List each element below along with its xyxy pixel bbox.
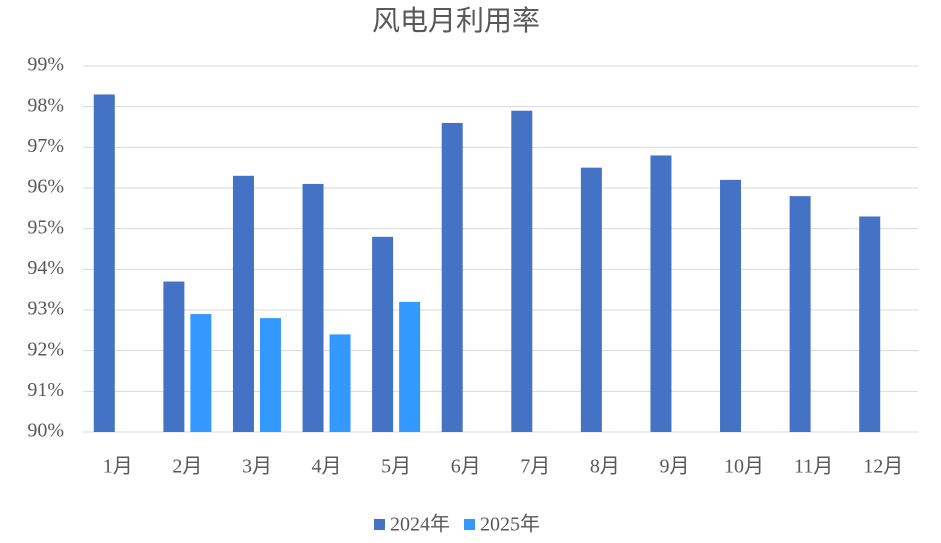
- legend-swatch: [374, 519, 385, 530]
- x-tick-label: 7月: [520, 456, 550, 478]
- x-tick-label: 10月: [724, 456, 764, 478]
- x-tick-label: 2月: [172, 456, 202, 478]
- y-tick-label: 97%: [27, 135, 64, 157]
- x-tick-label: 8月: [590, 456, 620, 478]
- bar: [232, 175, 254, 433]
- y-tick-label: 96%: [27, 176, 64, 198]
- y-tick-label: 95%: [27, 216, 64, 238]
- bar: [93, 94, 115, 432]
- bar: [720, 179, 742, 432]
- y-tick-label: 92%: [27, 338, 64, 360]
- x-tick-label: 12月: [863, 456, 903, 478]
- y-tick-label: 98%: [27, 94, 64, 116]
- bar: [511, 110, 533, 432]
- x-tick-label: 5月: [381, 456, 411, 478]
- y-tick-label: 94%: [27, 257, 64, 279]
- x-tick-label: 1月: [103, 456, 133, 478]
- bar: [163, 281, 185, 432]
- x-tick-label: 9月: [659, 456, 689, 478]
- bar: [259, 318, 281, 432]
- bar: [580, 167, 602, 432]
- y-tick-label: 90%: [27, 420, 64, 442]
- y-tick-label: 91%: [27, 379, 64, 401]
- bar: [190, 314, 212, 432]
- x-tick-label: 11月: [794, 456, 833, 478]
- bar: [859, 216, 881, 432]
- y-tick-label: 93%: [27, 298, 64, 320]
- y-tick-label: 99%: [27, 54, 64, 76]
- bar: [650, 155, 672, 432]
- bar: [329, 334, 351, 432]
- legend-label: 2024年: [390, 513, 450, 536]
- bar: [302, 183, 324, 432]
- bar: [441, 122, 463, 432]
- x-tick-label: 4月: [312, 456, 342, 478]
- bar: [372, 236, 394, 432]
- x-tick-label: 6月: [451, 456, 481, 478]
- bar: [399, 301, 421, 432]
- legend-swatch: [464, 519, 475, 530]
- bar: [789, 196, 811, 432]
- chart-title: 风电月利用率: [372, 4, 540, 37]
- x-tick-label: 3月: [242, 456, 272, 478]
- legend-label: 2025年: [480, 513, 540, 536]
